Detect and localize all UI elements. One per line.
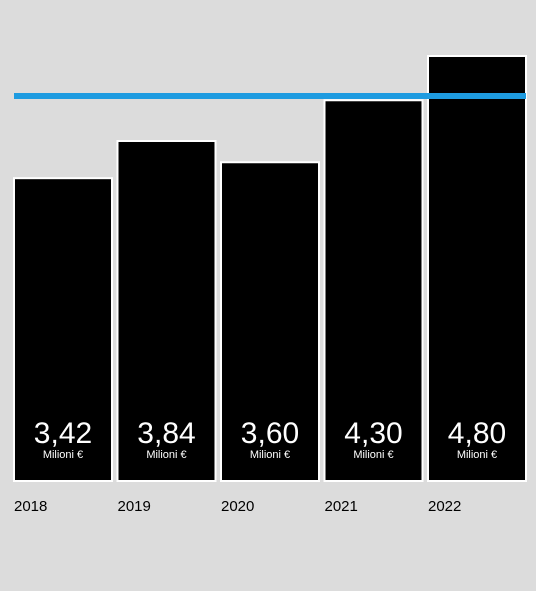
value-label-2020: 3,60 [241, 417, 299, 450]
bar-2019 [116, 140, 217, 482]
bar-2020 [220, 161, 320, 482]
value-label-2018: 3,42 [34, 417, 92, 450]
value-label-2021: 4,30 [344, 417, 402, 450]
value-label-2019: 3,84 [137, 417, 195, 450]
bar-2021 [323, 99, 424, 482]
unit-label-2019: Milioni € [146, 449, 186, 461]
reference-line [14, 93, 526, 99]
value-label-2022: 4,80 [448, 417, 506, 450]
category-label-2022: 2022 [428, 498, 461, 515]
bar-2018 [13, 177, 113, 482]
bar-2022 [427, 55, 527, 482]
unit-label-2022: Milioni € [457, 449, 497, 461]
unit-label-2018: Milioni € [43, 449, 83, 461]
category-label-2021: 2021 [325, 498, 358, 515]
category-label-2018: 2018 [14, 498, 47, 515]
unit-label-2020: Milioni € [250, 449, 290, 461]
unit-label-2021: Milioni € [353, 449, 393, 461]
category-label-2020: 2020 [221, 498, 254, 515]
category-label-2019: 2019 [118, 498, 151, 515]
